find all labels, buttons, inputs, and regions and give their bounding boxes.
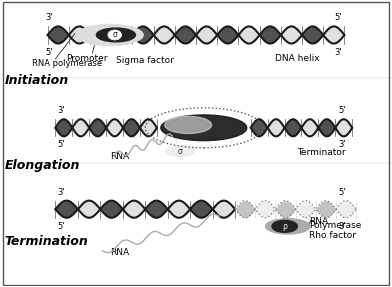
Text: 3': 3' [57,106,65,115]
Text: 5': 5' [58,222,65,231]
Text: 5': 5' [339,188,346,197]
Ellipse shape [96,28,136,42]
Text: Terminator: Terminator [297,148,345,157]
Ellipse shape [77,24,143,46]
Text: 3': 3' [339,222,346,231]
Text: Termination: Termination [5,235,88,248]
Text: 5': 5' [58,140,65,149]
Ellipse shape [265,218,310,234]
Ellipse shape [272,220,298,232]
Text: RNA: RNA [110,152,129,161]
Text: RNA: RNA [110,248,129,257]
Text: Initiation: Initiation [5,73,69,86]
Ellipse shape [165,116,212,133]
Text: 5': 5' [46,48,53,57]
Text: ρ: ρ [282,222,287,231]
Ellipse shape [161,115,247,141]
Text: 3': 3' [335,48,342,57]
Text: σ: σ [178,147,183,156]
Text: 5': 5' [335,13,342,22]
Text: 5': 5' [339,106,346,115]
Text: Promoter: Promoter [66,54,107,63]
Text: RNA: RNA [309,217,328,226]
Text: 3': 3' [339,140,346,149]
Text: DNA helix: DNA helix [275,54,320,63]
Text: Polymerase: Polymerase [309,221,362,230]
Text: 3': 3' [46,13,53,22]
Ellipse shape [166,146,195,157]
Text: Rho factor: Rho factor [309,231,356,240]
Text: RNA polymerase: RNA polymerase [32,59,102,68]
Text: Sigma factor: Sigma factor [116,55,174,65]
Text: 3': 3' [57,188,65,197]
Text: σ: σ [113,30,117,40]
Text: Elongation: Elongation [5,159,80,172]
Ellipse shape [108,30,122,40]
